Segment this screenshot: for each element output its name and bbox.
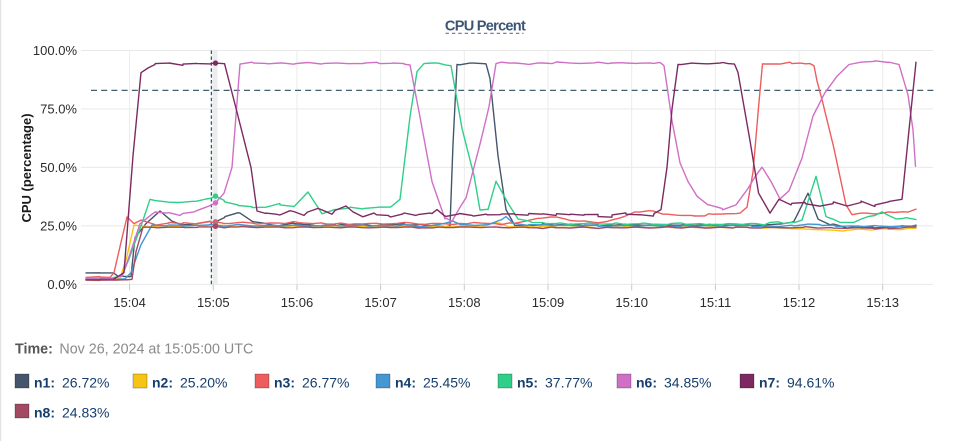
- svg-text:15:09: 15:09: [532, 295, 565, 310]
- svg-text:n8:24.83%: n8: 24.83%: [34, 404, 109, 420]
- svg-text:0.0%: 0.0%: [47, 277, 77, 292]
- svg-text:15:05: 15:05: [197, 295, 230, 310]
- svg-text:n6:34.85%: n6: 34.85%: [636, 374, 711, 390]
- svg-text:15:12: 15:12: [783, 295, 816, 310]
- svg-text:CPU (percentage): CPU (percentage): [19, 113, 34, 222]
- svg-text:15:06: 15:06: [281, 295, 314, 310]
- svg-text:15:08: 15:08: [448, 295, 481, 310]
- svg-text:n1:26.72%: n1: 26.72%: [34, 374, 109, 390]
- svg-text:n7:94.61%: n7: 94.61%: [759, 374, 834, 390]
- svg-text:Time:Nov 26, 2024 at 15:05:00: Time: Nov 26, 2024 at 15:05:00 UTC: [15, 342, 253, 358]
- svg-text:15:13: 15:13: [866, 295, 899, 310]
- svg-text:15:04: 15:04: [113, 295, 146, 310]
- svg-text:15:11: 15:11: [700, 295, 732, 310]
- svg-text:n3:26.77%: n3: 26.77%: [274, 374, 349, 390]
- svg-text:100.0%: 100.0%: [33, 43, 78, 58]
- svg-text:n2:25.20%: n2: 25.20%: [152, 374, 227, 390]
- svg-text:15:07: 15:07: [364, 295, 397, 310]
- svg-text:n4:25.45%: n4: 25.45%: [395, 374, 470, 390]
- svg-text:50.0%: 50.0%: [40, 160, 77, 175]
- svg-text:15:10: 15:10: [615, 295, 648, 310]
- svg-text:25.0%: 25.0%: [40, 218, 77, 233]
- svg-text:75.0%: 75.0%: [40, 102, 77, 117]
- svg-text:CPU Percent: CPU Percent: [445, 19, 526, 35]
- svg-text:n5:37.77%: n5: 37.77%: [517, 374, 592, 390]
